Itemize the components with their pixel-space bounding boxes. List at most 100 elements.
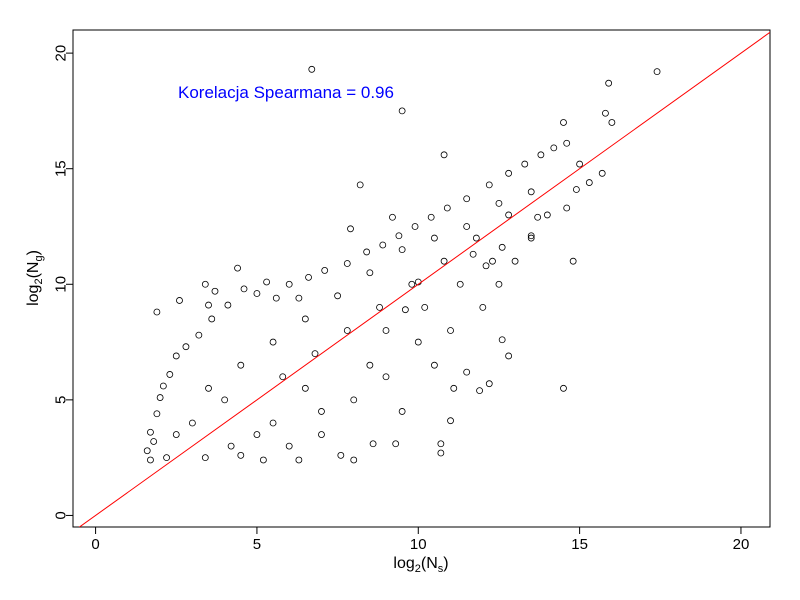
y-axis: 0 5 10 15 20: [53, 45, 74, 520]
scatter-point: [369, 440, 377, 448]
y-tick-label: 5: [53, 396, 70, 404]
scatter-point: [534, 213, 542, 221]
scatter-point: [521, 160, 529, 168]
scatter-point: [147, 456, 154, 464]
scatter-point: [356, 181, 364, 189]
scatter-point: [431, 234, 438, 242]
y-axis-title-arg-sub: g: [33, 255, 45, 261]
scatter-point: [285, 442, 293, 450]
scatter-point: [527, 234, 535, 242]
scatter-point: [211, 287, 219, 295]
scatter-point: [334, 292, 342, 300]
scatter-point: [205, 301, 212, 309]
y-tick-label: 15: [53, 160, 70, 177]
y-tick-label: 20: [53, 45, 70, 62]
scatter-point: [224, 301, 232, 309]
scatter-point: [479, 303, 487, 311]
x-axis-title: log2(Ns): [393, 555, 448, 575]
scatter-point: [240, 285, 248, 293]
scatter-point: [253, 431, 261, 438]
scatter-point: [398, 246, 406, 254]
scatter-point: [337, 451, 345, 459]
scatter-point: [605, 79, 613, 87]
scatter-point: [537, 151, 545, 159]
scatter-point: [363, 248, 371, 256]
scatter-point: [550, 144, 558, 152]
scatter-point: [421, 303, 429, 311]
scatter-point: [447, 417, 454, 425]
scatter-point: [585, 179, 593, 186]
scatter-point: [598, 169, 606, 177]
scatter-point: [301, 384, 309, 392]
scatter-point: [463, 195, 471, 203]
scatter-point: [295, 456, 303, 464]
x-tick-label: 5: [253, 536, 261, 553]
scatter-point: [166, 371, 174, 378]
scatter-point: [511, 257, 519, 265]
scatter-point: [172, 431, 180, 438]
scatter-point: [563, 204, 571, 212]
scatter-point: [505, 211, 513, 219]
scatter-point: [437, 440, 445, 448]
scatter-point: [272, 294, 280, 302]
x-axis-title-log-base: 2: [415, 563, 421, 575]
scatter-point: [576, 160, 584, 168]
scatter-point: [153, 308, 161, 316]
scatter-point: [447, 327, 454, 334]
scatter-point: [440, 257, 448, 265]
scatter-point: [321, 267, 329, 274]
scatter-point: [150, 438, 158, 445]
y-axis-title: log2(Ng): [25, 250, 45, 306]
reference-line-y-equals-x: [78, 31, 770, 527]
scatter-point: [269, 419, 277, 427]
scatter-point: [572, 186, 580, 193]
scatter-point: [398, 107, 406, 115]
scatter-point: [318, 408, 325, 415]
scatter-point: [505, 169, 513, 177]
scatter-point: [392, 440, 400, 448]
scatter-point: [505, 352, 513, 360]
scatter-point: [469, 250, 477, 258]
scatter-point: [343, 260, 351, 267]
scatter-point: [527, 188, 535, 196]
scatter-point: [602, 109, 609, 117]
scatter-point: [563, 139, 571, 147]
scatter-point: [653, 68, 661, 76]
scatter-point: [318, 431, 325, 438]
scatter-point: [382, 373, 390, 381]
scatter-point: [472, 234, 480, 242]
scatter-point: [201, 280, 209, 288]
scatter-point: [237, 451, 245, 459]
scatter-point: [450, 384, 458, 392]
scatter-point: [159, 382, 167, 390]
scatter-point: [227, 442, 235, 450]
scatter-point: [485, 181, 493, 189]
y-axis-title-log: log: [25, 285, 42, 306]
scatter-point: [560, 119, 567, 126]
x-tick-label: 10: [410, 536, 427, 553]
scatter-point: [482, 262, 490, 270]
scatter-point: [498, 243, 506, 251]
x-tick-label: 20: [733, 536, 750, 553]
y-axis-title-log-base: 2: [33, 278, 45, 284]
x-tick-label: 0: [91, 536, 99, 553]
y-tick-label: 0: [53, 511, 70, 519]
scatter-point: [440, 151, 448, 159]
scatter-point: [366, 361, 374, 369]
y-axis-title-close: ): [25, 250, 42, 255]
scatter-point: [608, 119, 616, 126]
scatter-point: [279, 373, 287, 381]
scatter-point: [427, 213, 435, 221]
scatter-point: [347, 225, 354, 233]
scatter-point: [163, 454, 170, 462]
x-axis-title-arg-sub: s: [438, 563, 444, 575]
y-tick-label: 10: [53, 276, 70, 293]
scatter-point: [389, 213, 396, 221]
scatter-point: [476, 387, 483, 395]
scatter-point: [311, 350, 319, 358]
scatter-point: [560, 384, 567, 392]
scatter-point: [237, 361, 245, 369]
scatter-point: [305, 273, 312, 281]
scatter-point: [259, 456, 267, 464]
